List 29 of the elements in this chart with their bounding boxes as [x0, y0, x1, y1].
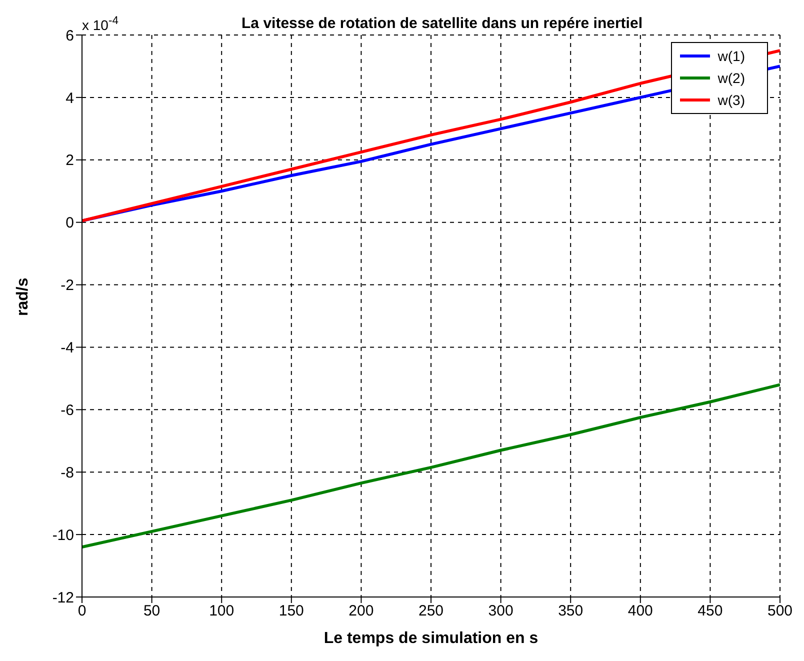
chart-title: La vitesse de rotation de satellite dans un repére inertiel	[242, 15, 642, 32]
x-tick-label: 350	[558, 602, 584, 620]
legend-label: w(2)	[718, 70, 745, 86]
y-tick-label: -4	[60, 340, 74, 357]
y-tick-label: 0	[66, 214, 74, 232]
x-tick-label: 50	[143, 602, 160, 620]
y-tick-label: -2	[60, 277, 74, 294]
y-tick-label: -8	[60, 464, 74, 482]
x-axis-title: Le temps de simulation en s	[324, 630, 538, 647]
x-tick-label: 400	[628, 602, 653, 620]
y-tick-label: -10	[52, 526, 74, 544]
y-tick-label: -6	[60, 402, 74, 419]
y-tick-label: -12	[52, 589, 74, 606]
legend-label: w(1)	[718, 48, 745, 64]
x-tick-label: 300	[488, 602, 514, 620]
x-tick-label: 0	[78, 602, 86, 620]
legend-label: w(3)	[718, 92, 745, 108]
x-tick-label: 500	[767, 602, 793, 620]
line-series	[82, 383, 780, 549]
y-tick-label: 4	[66, 90, 74, 107]
text: x 10$^{-4}$	[82, 15, 118, 33]
y-axis-title: rad/s	[14, 278, 32, 316]
x-tick-label: 450	[698, 602, 723, 620]
x-tick-label: 100	[209, 602, 234, 620]
y-tick-label: 6	[66, 27, 74, 44]
y-tick-label: 2	[66, 152, 74, 170]
x-tick-label: 150	[278, 602, 304, 620]
x-tick-label: 250	[418, 602, 444, 620]
x-tick-label: 200	[348, 602, 374, 620]
